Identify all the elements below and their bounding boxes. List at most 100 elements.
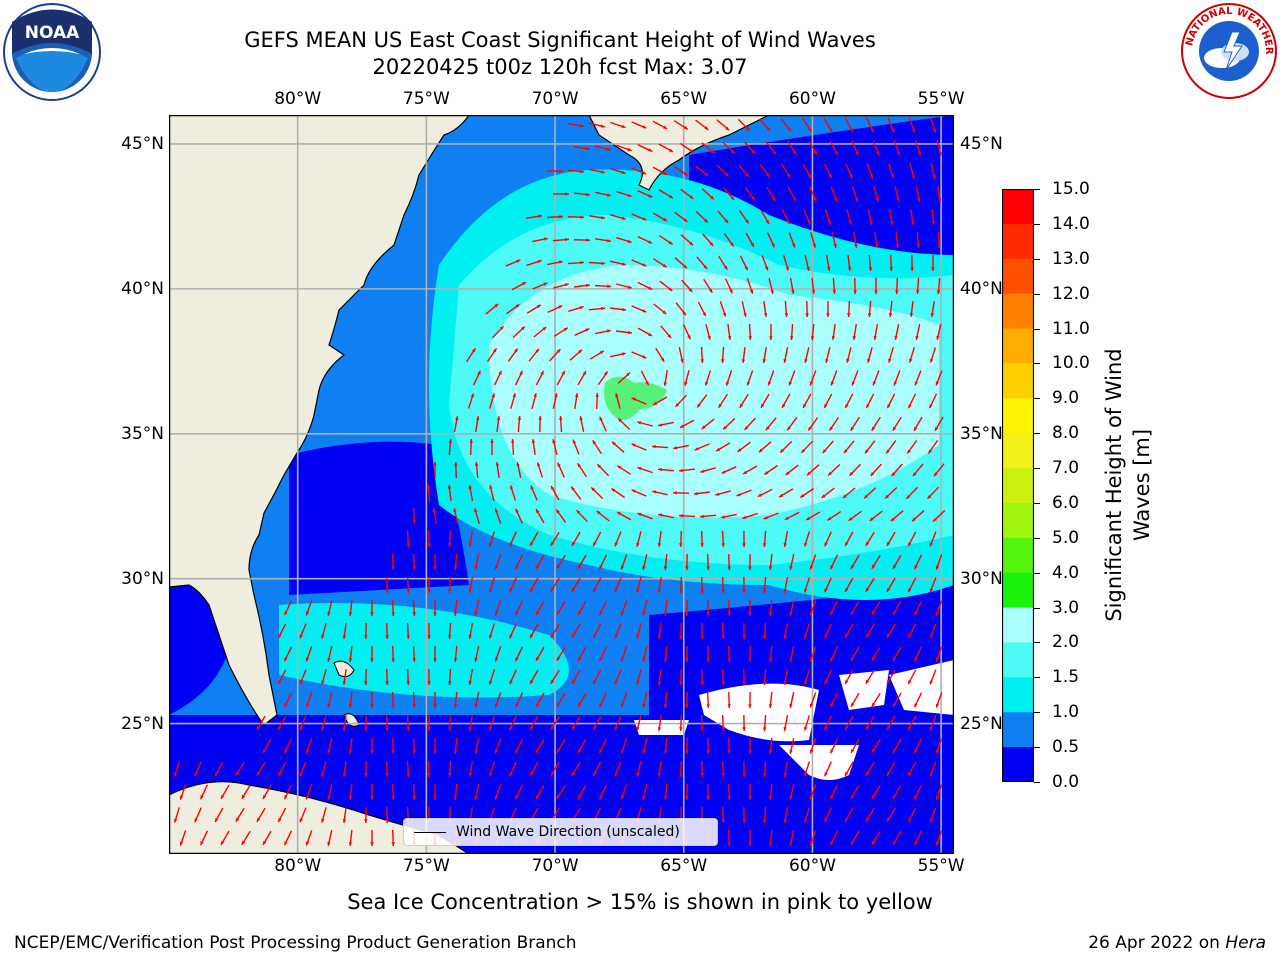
- arrow-head: [364, 819, 368, 823]
- arrow-head: [574, 393, 579, 397]
- arrow-head: [721, 773, 725, 777]
- arrow-head: [846, 358, 850, 363]
- arrow-head: [769, 336, 773, 340]
- colorbar-tick-label: 0.5: [1052, 737, 1080, 758]
- colorbar-tick-mark: [1034, 712, 1040, 714]
- arrow-head: [559, 215, 563, 219]
- arrow-head: [663, 750, 668, 754]
- arrow-head: [935, 657, 940, 662]
- arrow-head: [636, 726, 640, 731]
- arrow-head: [453, 566, 458, 570]
- arrow-head: [660, 357, 665, 362]
- arrow-head: [494, 749, 499, 754]
- map-title: GEFS MEAN US East Coast Significant Heig…: [244, 28, 876, 52]
- arrow-head: [179, 795, 184, 800]
- arrow-head: [749, 289, 754, 294]
- arrow-head: [593, 634, 597, 639]
- arrow-head: [599, 611, 603, 616]
- arrow-head: [348, 750, 353, 754]
- arrow-head: [578, 794, 582, 799]
- wave-zone-2-3: [489, 265, 939, 518]
- arrow-head: [874, 290, 878, 294]
- arrow-head: [683, 172, 688, 176]
- arrow-head: [321, 726, 325, 731]
- arrow-head: [741, 359, 746, 363]
- arrow-head: [890, 221, 894, 225]
- colorbar-tick-label: 13.0: [1052, 248, 1090, 269]
- arrow-head: [406, 727, 410, 731]
- arrow-head: [579, 416, 583, 420]
- arrow-head: [385, 727, 389, 731]
- arrow-head: [256, 771, 261, 776]
- arrow-head: [427, 589, 431, 593]
- colorbar-tick-mark: [1034, 258, 1040, 260]
- arrow-head: [935, 795, 940, 800]
- colorbar-tick-label: 3.0: [1052, 597, 1080, 618]
- arrow-head: [540, 370, 544, 375]
- arrow-head: [552, 439, 556, 444]
- arrow-head: [636, 634, 640, 639]
- arrow-head: [596, 511, 601, 515]
- arrow-head: [916, 244, 921, 248]
- arrow-head: [554, 393, 558, 398]
- colorbar-tick-mark: [1034, 642, 1040, 644]
- wave-height-map: [169, 115, 954, 854]
- arrow-head: [614, 542, 618, 547]
- colorbar-title: Significant Height of Wind Waves [m]: [1100, 348, 1156, 621]
- arrow-head: [453, 704, 458, 708]
- arrow-head: [653, 401, 657, 405]
- arrow-head: [917, 151, 921, 156]
- arrow-head: [911, 174, 915, 179]
- arrow-head: [722, 312, 727, 317]
- arrow-head: [893, 564, 897, 569]
- colorbar-segment: [1002, 607, 1034, 644]
- arrow-head: [807, 174, 811, 178]
- colorbar-segment: [1002, 677, 1034, 713]
- arrow-head: [886, 449, 890, 454]
- arrow-head: [936, 335, 940, 340]
- arrow-head: [412, 796, 416, 800]
- arrow-head: [916, 290, 920, 294]
- wave-zone-3-4: [604, 376, 667, 420]
- lon-label-bottom: 60°W: [788, 856, 836, 876]
- arrow-head: [600, 124, 605, 128]
- arrow-head: [406, 589, 410, 593]
- arrow-head: [514, 348, 518, 353]
- arrow-head: [763, 313, 768, 317]
- arrow-head: [908, 404, 912, 409]
- arrow-head: [426, 485, 431, 489]
- arrow-head: [787, 127, 791, 132]
- arrow-head: [706, 566, 710, 570]
- colorbar-tick-label: 14.0: [1052, 213, 1090, 234]
- arrow-head: [748, 704, 752, 708]
- arrow-head: [648, 286, 653, 290]
- arrow-head: [739, 403, 744, 408]
- arrow-head: [406, 635, 410, 639]
- arrow-head: [433, 658, 437, 662]
- arrow-head: [474, 749, 478, 754]
- lon-label-top: 55°W: [917, 89, 965, 109]
- arrow-head: [571, 771, 576, 776]
- arrow-head: [221, 841, 225, 845]
- arrow-head: [888, 313, 893, 317]
- arrow-head: [869, 220, 873, 225]
- arrow-head: [601, 216, 605, 220]
- arrow-head: [886, 817, 891, 822]
- arrow-head: [750, 243, 754, 247]
- arrow-head: [370, 658, 374, 662]
- arrow-head: [571, 486, 575, 491]
- lat-label-left: 45°N: [121, 133, 164, 154]
- arrow-head: [908, 680, 912, 685]
- arrow-head: [637, 512, 642, 517]
- arrow-head: [727, 566, 731, 570]
- arrow-head: [727, 612, 731, 616]
- colorbar-tick-mark: [1034, 502, 1040, 504]
- arrow-head: [668, 194, 673, 199]
- arrow-head: [448, 681, 452, 685]
- arrow-head: [708, 288, 713, 293]
- arrow-head: [364, 727, 368, 731]
- arrow-head: [724, 219, 729, 224]
- arrow-head: [804, 634, 808, 639]
- arrow-head: [765, 266, 769, 271]
- arrow-head: [912, 472, 917, 477]
